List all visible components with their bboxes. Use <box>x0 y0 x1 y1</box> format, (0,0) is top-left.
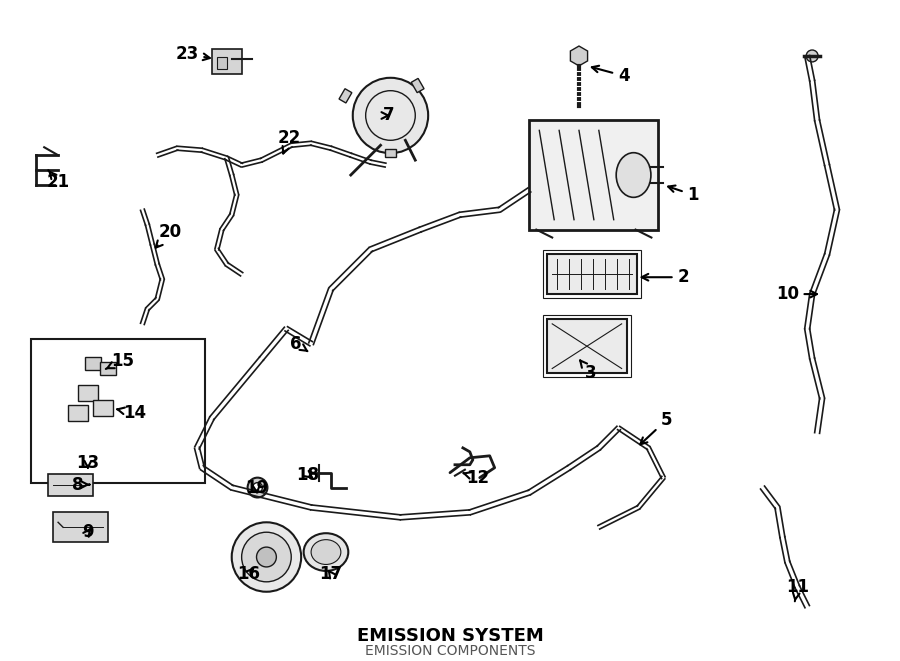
Text: 23: 23 <box>176 45 210 63</box>
Circle shape <box>353 78 428 153</box>
Bar <box>544 251 641 298</box>
Text: 15: 15 <box>106 352 134 369</box>
Bar <box>384 149 396 157</box>
Bar <box>85 356 101 370</box>
Text: 18: 18 <box>297 465 320 484</box>
Text: 11: 11 <box>786 578 809 602</box>
Circle shape <box>241 532 292 582</box>
Text: 9: 9 <box>82 524 94 541</box>
Ellipse shape <box>311 539 341 564</box>
Text: 3: 3 <box>580 360 597 383</box>
Bar <box>411 79 424 93</box>
Bar <box>32 338 205 483</box>
Text: 20: 20 <box>156 223 182 248</box>
Text: 10: 10 <box>776 285 817 303</box>
Bar <box>93 401 112 416</box>
Bar <box>547 319 626 373</box>
Text: 8: 8 <box>72 475 89 494</box>
Text: 16: 16 <box>237 565 260 583</box>
Bar <box>78 385 98 401</box>
Bar <box>339 89 352 103</box>
Text: 1: 1 <box>668 186 698 204</box>
Text: EMISSION COMPONENTS: EMISSION COMPONENTS <box>364 644 536 658</box>
Bar <box>53 512 108 542</box>
Ellipse shape <box>303 533 348 571</box>
Text: 4: 4 <box>592 65 629 85</box>
Bar <box>100 362 115 375</box>
Bar <box>544 315 631 377</box>
Text: 5: 5 <box>640 411 672 444</box>
Text: 14: 14 <box>117 404 146 422</box>
Text: 22: 22 <box>277 130 301 153</box>
Bar <box>529 120 659 229</box>
Text: EMISSION SYSTEM: EMISSION SYSTEM <box>356 627 544 645</box>
Text: 2: 2 <box>642 268 689 286</box>
Polygon shape <box>571 46 588 66</box>
Ellipse shape <box>616 153 651 198</box>
Bar <box>68 405 88 421</box>
Text: 19: 19 <box>245 479 268 496</box>
Bar <box>49 474 93 496</box>
Circle shape <box>806 50 818 62</box>
Text: 17: 17 <box>320 565 343 583</box>
Bar <box>212 49 241 74</box>
Circle shape <box>248 478 267 498</box>
Text: 21: 21 <box>47 170 69 191</box>
Text: 7: 7 <box>382 106 394 124</box>
Text: 13: 13 <box>76 453 99 472</box>
Circle shape <box>231 522 302 592</box>
Circle shape <box>256 547 276 567</box>
Bar <box>547 254 636 294</box>
Text: 6: 6 <box>291 334 308 353</box>
Circle shape <box>253 483 263 492</box>
Bar <box>217 57 227 69</box>
Text: 12: 12 <box>464 469 490 486</box>
